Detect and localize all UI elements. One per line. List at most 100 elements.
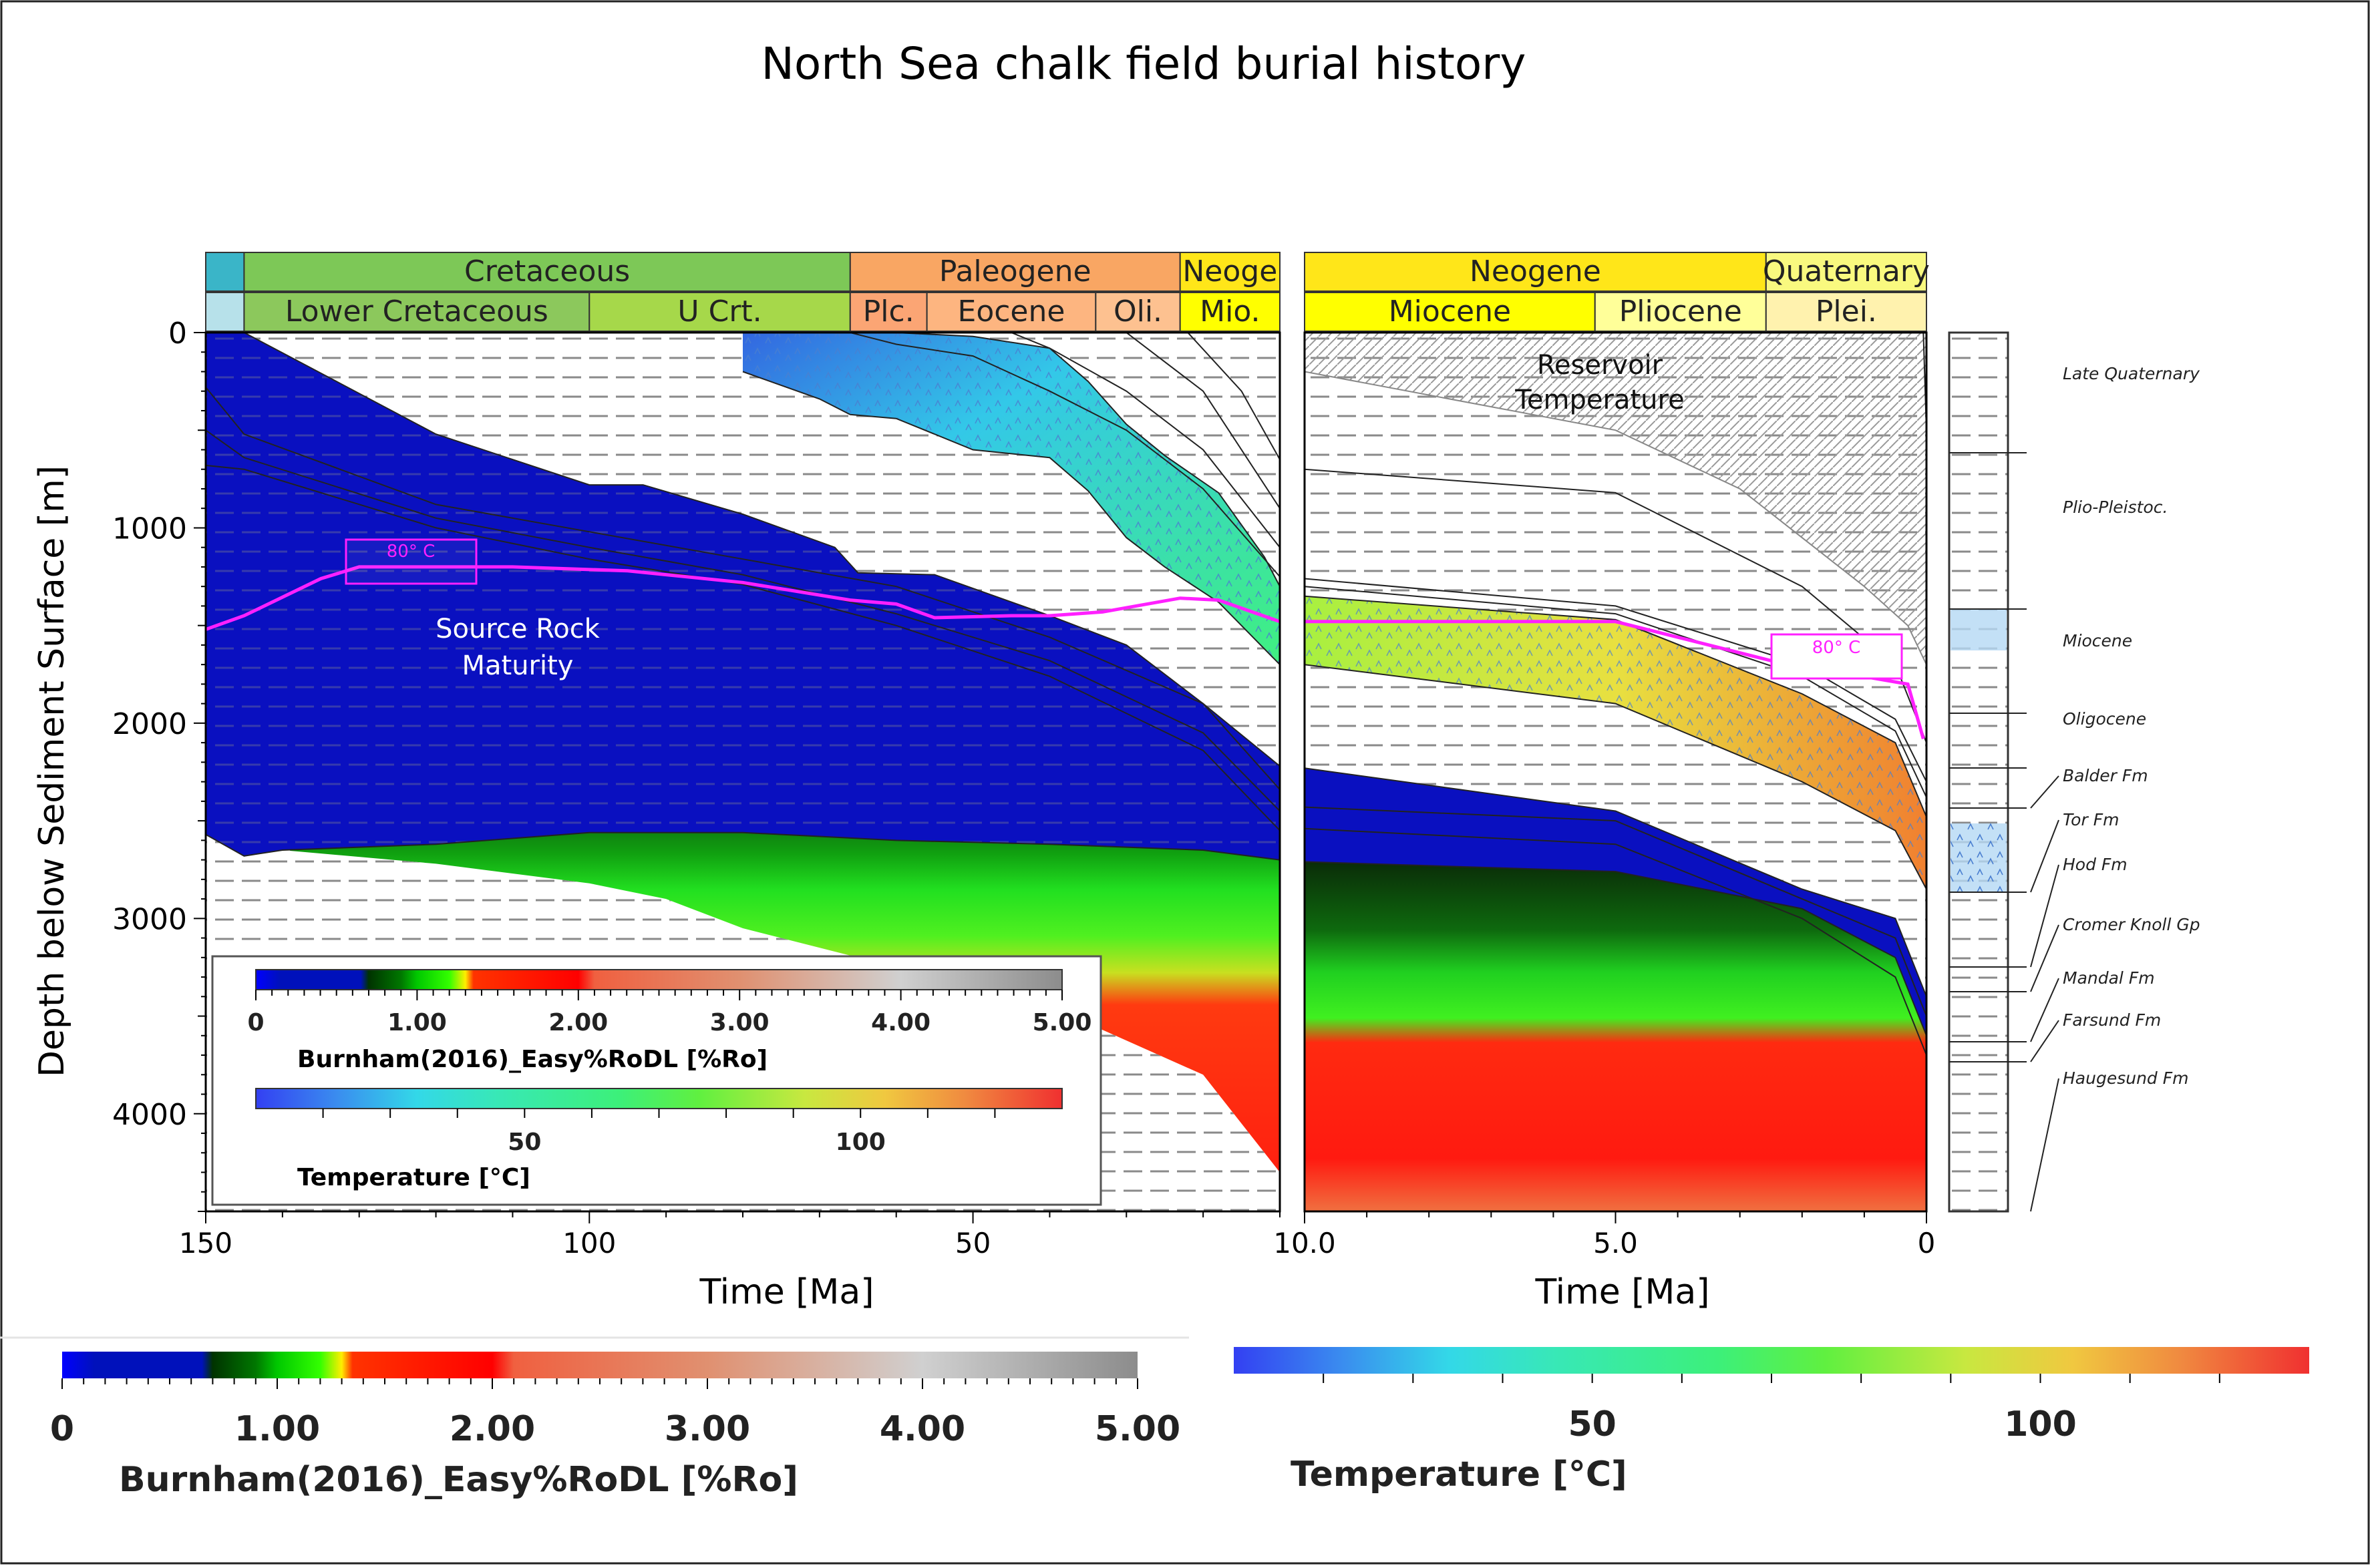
y-tick-label: 3000	[112, 902, 187, 936]
epoch-cell-0	[205, 292, 245, 332]
y-axis-label: Depth below Sediment Surface [m]	[32, 465, 72, 1077]
temp-tick-label: 100	[836, 1129, 886, 1156]
formation-miocene-fill	[1951, 609, 2007, 650]
x-axis-label-left: Time [Ma]	[699, 1272, 874, 1312]
ro-tick-label: 5.00	[1095, 1409, 1180, 1449]
left-horizon-line	[1126, 333, 1280, 509]
left-horizon-line	[206, 464, 1280, 831]
ro-tick-label: 4.00	[880, 1409, 965, 1449]
x-axis-right: 10.0 5.0 0	[1273, 1211, 1935, 1259]
period-label: Neoge	[1182, 254, 1277, 288]
formation-leader-line	[2030, 775, 2059, 809]
formation-column: Late Quaternary Plio-Pleistoc. Miocene Olig…	[1948, 331, 2200, 1213]
epoch-label: Miocene	[1389, 295, 1511, 329]
inset-legend: 0 1.00 2.00 3.00 4.00 5.00 Burnham(2016)_Easy…	[211, 955, 1102, 1206]
epoch-label: Pliocene	[1619, 295, 1742, 329]
temp-tick-label: 50	[1568, 1404, 1616, 1444]
epoch-oli-	[1095, 292, 1181, 332]
formation-leader-line	[2030, 1078, 2059, 1212]
formation-label: Plio-Pleistoc.	[2063, 498, 2168, 517]
left-horizon-line	[589, 333, 1280, 587]
formation-leader-line	[2030, 924, 2059, 992]
left-horizon-line	[206, 429, 1280, 812]
formation-label: Oligocene	[2063, 709, 2146, 729]
inset-temp-ticks: 50 100	[322, 1109, 996, 1156]
right-plot	[1305, 333, 1926, 1211]
reservoir-label-line1: Reservoir	[1537, 350, 1663, 381]
formation-label: Mandal Fm	[2063, 968, 2155, 988]
period-cell-0	[205, 252, 245, 292]
epoch-label: Mio.	[1200, 295, 1260, 329]
y-tick-label: 1000	[112, 512, 187, 546]
epoch-label: U Crt.	[677, 295, 761, 329]
left-horizon-line	[206, 387, 1280, 790]
formation-label: Late Quaternary	[2063, 364, 2200, 383]
formation-label: Cromer Knoll Gp	[2063, 915, 2200, 934]
period-neogene	[1304, 252, 1767, 292]
epoch-label: Lower Cretaceous	[285, 295, 548, 329]
left-horizon-line	[1187, 333, 1280, 460]
y-tick-label: 2000	[112, 707, 187, 741]
x-tick-label: 10.0	[1273, 1227, 1336, 1259]
ro-tick-label: 1.00	[234, 1409, 320, 1449]
formation-label: Miocene	[2063, 631, 2132, 650]
bottom-ro-title: Burnham(2016)_Easy%RoDL [%Ro]	[119, 1460, 798, 1500]
formation-leader-line	[2030, 819, 2059, 893]
right-horizon-line	[1305, 861, 1926, 1036]
right-horizon-line	[1922, 333, 1926, 1211]
left-timescale-header: Cretaceous Paleogene Neoge Lower Cretaceous…	[205, 252, 1281, 332]
left-horizon-line	[742, 371, 1280, 665]
epoch-label: Eocene	[958, 295, 1065, 329]
right-horizon-line	[1305, 767, 1926, 997]
epoch-mio-	[1179, 292, 1281, 332]
formation-labels: Late Quaternary Plio-Pleistoc. Miocene Olig…	[2030, 364, 2200, 1212]
ro-tick-label: 2.00	[450, 1409, 535, 1449]
temp-tick-label: 100	[2004, 1404, 2077, 1444]
bottom-ro-ticks: 0 1.00 2.00 3.00 4.00 5.00	[50, 1378, 1180, 1449]
period-paleogene	[849, 252, 1181, 292]
bottom-temp-title: Temperature [°C]	[1291, 1454, 1627, 1495]
epoch-eocene	[926, 292, 1097, 332]
left-isotherm-label-box	[345, 538, 478, 585]
right-horizon-line	[1305, 595, 1926, 817]
epoch-pliocene	[1594, 292, 1767, 332]
source-rock-label-line1: Source Rock	[436, 614, 601, 644]
x-tick-label: 100	[562, 1227, 616, 1259]
left-reservoir-chalk-pattern	[743, 333, 1280, 665]
period-label: Cretaceous	[464, 254, 630, 288]
y-tick-label: 4000	[112, 1098, 187, 1132]
bottom-legend-temp: 50 100 Temperature [°C]	[1234, 1347, 2309, 1495]
x-tick-label: 150	[179, 1227, 232, 1259]
bottom-temp-colorbar	[1234, 1347, 2309, 1374]
reservoir-label-line2: Temperature	[1514, 385, 1684, 415]
left-horizon-lines	[206, 333, 1280, 861]
period-label: Neogene	[1470, 254, 1601, 288]
left-horizon-line	[206, 831, 1280, 861]
right-isotherm-label: 80° C	[1812, 638, 1861, 658]
x-tick-label: 0	[1918, 1227, 1936, 1259]
left-horizon-line	[850, 333, 1280, 578]
formation-leader-line	[2030, 864, 2059, 968]
bottom-temp-ticks: 50 100	[1323, 1374, 2220, 1444]
right-horizon-lines	[1305, 333, 1926, 1211]
ro-tick-label: 1.00	[387, 1009, 447, 1036]
left-horizon-line	[206, 333, 1280, 767]
right-chalk-pattern	[1305, 596, 1926, 890]
right-horizon-line	[1305, 806, 1926, 1016]
epoch-plei-	[1765, 292, 1927, 332]
period-label: Quaternary	[1763, 254, 1930, 288]
ro-tick-label: 2.00	[548, 1009, 608, 1036]
bottom-legend-ro: 0 1.00 2.00 3.00 4.00 5.00 Burnham(2016)_Easy…	[0, 1336, 1189, 1500]
epoch-label: Oli.	[1114, 295, 1162, 329]
formation-hod-pattern	[1951, 823, 2007, 892]
x-axis-label-right: Time [Ma]	[1534, 1272, 1709, 1312]
epoch-lower-cretaceous	[243, 292, 590, 332]
formation-label: Tor Fm	[2063, 810, 2119, 829]
source-rock-label-line2: Maturity	[462, 650, 574, 681]
x-axis-left: 150 100 50	[179, 1211, 1281, 1259]
formation-ticks	[1949, 452, 2027, 1062]
formation-label: Haugesund Fm	[2063, 1068, 2188, 1088]
ro-tick-label: 0	[50, 1409, 74, 1449]
formation-label: Farsund Fm	[2063, 1010, 2161, 1030]
